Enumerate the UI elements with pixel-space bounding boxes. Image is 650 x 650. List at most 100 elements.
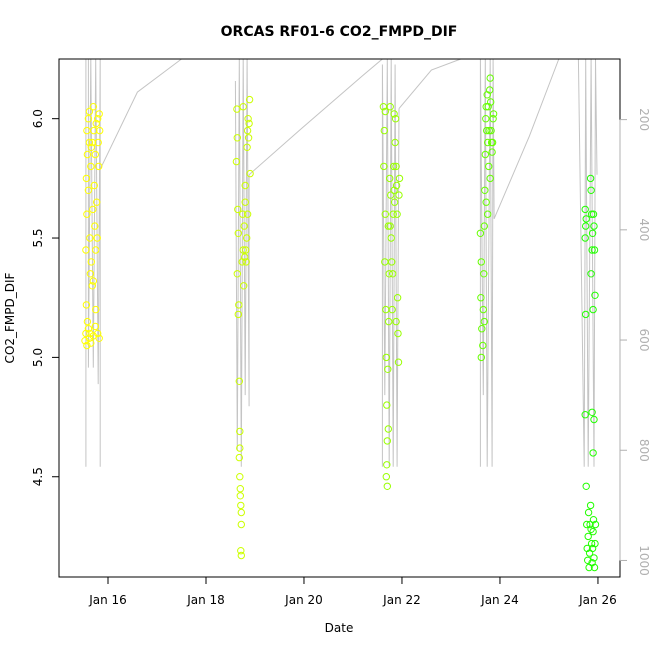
point-s2-33 bbox=[393, 294, 402, 302]
point-s1-19 bbox=[236, 444, 244, 452]
pressure-line-1 bbox=[99, 58, 182, 170]
point-s0-37 bbox=[94, 138, 102, 147]
point-s1-34 bbox=[245, 119, 253, 128]
point-s0-41 bbox=[85, 107, 94, 116]
point-s4-3 bbox=[582, 215, 590, 223]
point-s3-13 bbox=[483, 126, 491, 135]
point-s4-38 bbox=[590, 415, 598, 424]
point-s3-26 bbox=[489, 115, 497, 123]
point-s1-17 bbox=[237, 547, 245, 555]
point-s2-37 bbox=[395, 174, 404, 183]
chart-title: ORCAS RF01-6 CO2_FMPD_DIF bbox=[221, 24, 458, 40]
point-s1-24 bbox=[240, 222, 248, 230]
point-s3-27 bbox=[489, 110, 498, 118]
point-s0-25 bbox=[88, 138, 97, 147]
point-s1-38 bbox=[241, 198, 249, 206]
point-s0-4 bbox=[85, 334, 94, 342]
point-s1-8 bbox=[235, 377, 244, 385]
point-s0-44 bbox=[92, 305, 100, 314]
point-s3-25 bbox=[488, 138, 497, 147]
point-s1-11 bbox=[236, 473, 244, 481]
point-s1-29 bbox=[243, 234, 251, 242]
point-s3-11 bbox=[482, 115, 490, 123]
point-s4-34 bbox=[590, 246, 599, 254]
point-s0-24 bbox=[87, 258, 96, 266]
point-s4-25 bbox=[591, 520, 600, 529]
pressure-line-6 bbox=[479, 58, 495, 467]
point-s2-8 bbox=[383, 437, 391, 445]
point-s1-31 bbox=[243, 126, 252, 135]
point-s0-11 bbox=[95, 334, 103, 342]
point-s4-16 bbox=[587, 525, 595, 533]
x-tick-label-3: Jan 22 bbox=[382, 593, 421, 607]
point-s4-36 bbox=[588, 408, 596, 416]
point-s0-30 bbox=[91, 222, 99, 230]
point-s3-1 bbox=[477, 258, 485, 266]
point-s3-3 bbox=[478, 325, 486, 333]
point-s0-28 bbox=[90, 126, 98, 135]
point-s2-2 bbox=[380, 162, 388, 171]
point-s1-35 bbox=[245, 95, 254, 104]
point-s1-25 bbox=[241, 253, 249, 261]
point-s2-31 bbox=[392, 181, 401, 190]
point-s0-14 bbox=[83, 210, 91, 218]
point-s2-34 bbox=[394, 329, 402, 338]
point-s1-33 bbox=[244, 134, 253, 142]
point-s0-12 bbox=[82, 301, 91, 309]
point-s1-15 bbox=[237, 508, 246, 517]
point-s2-25 bbox=[389, 162, 398, 171]
y2-tick-label-1: 400 bbox=[637, 218, 650, 241]
point-s3-5 bbox=[479, 341, 487, 350]
point-s2-18 bbox=[386, 222, 394, 230]
point-s1-14 bbox=[237, 501, 245, 510]
point-s0-15 bbox=[82, 174, 91, 183]
point-s2-20 bbox=[387, 234, 395, 242]
point-s0-33 bbox=[92, 119, 100, 128]
point-s4-6 bbox=[582, 482, 590, 490]
point-s0-21 bbox=[86, 234, 94, 242]
pressure-trace bbox=[85, 58, 598, 467]
point-s1-30 bbox=[243, 143, 251, 152]
point-s4-11 bbox=[584, 508, 593, 517]
point-s0-26 bbox=[89, 205, 97, 214]
point-s0-18 bbox=[84, 115, 93, 123]
point-s0-29 bbox=[90, 181, 99, 190]
point-s2-12 bbox=[384, 425, 392, 433]
point-s2-14 bbox=[385, 317, 393, 326]
point-s2-4 bbox=[381, 258, 389, 266]
point-s0-23 bbox=[86, 270, 95, 278]
point-s3-22 bbox=[487, 126, 495, 135]
point-s1-18 bbox=[237, 551, 246, 560]
point-s2-24 bbox=[389, 210, 397, 218]
x-tick-label-1: Jan 18 bbox=[186, 593, 225, 607]
pressure-line-2 bbox=[234, 58, 250, 467]
y-tick-label-1: 5.0 bbox=[31, 348, 45, 367]
point-s4-27 bbox=[587, 186, 595, 195]
point-s0-35 bbox=[93, 234, 101, 242]
point-s1-12 bbox=[236, 485, 245, 493]
y-tick-label-3: 6.0 bbox=[31, 109, 45, 128]
point-s3-20 bbox=[486, 74, 494, 82]
plot-frame bbox=[58, 58, 621, 578]
x-axis: Jan 16 Jan 18 Jan 20 Jan 22 Jan 24 Jan 26 bbox=[88, 577, 617, 607]
point-s4-39 bbox=[587, 270, 595, 278]
point-s4-21 bbox=[589, 516, 598, 524]
point-s4-23 bbox=[590, 563, 599, 572]
point-s4-15 bbox=[586, 501, 595, 510]
point-s1-26 bbox=[241, 181, 249, 190]
data-points bbox=[81, 74, 600, 572]
point-s1-22 bbox=[239, 246, 247, 254]
point-s0-31 bbox=[91, 150, 100, 159]
point-s3-0 bbox=[476, 229, 485, 238]
point-s4-26 bbox=[586, 174, 595, 183]
point-s4-31 bbox=[589, 305, 597, 314]
point-s0-34 bbox=[93, 198, 101, 206]
point-s2-6 bbox=[382, 353, 390, 362]
point-s0-10 bbox=[94, 329, 102, 338]
point-s2-28 bbox=[391, 138, 399, 147]
point-s1-16 bbox=[237, 520, 246, 529]
point-s2-22 bbox=[388, 305, 396, 314]
point-s2-16 bbox=[384, 222, 392, 230]
point-s4-35 bbox=[591, 291, 599, 299]
